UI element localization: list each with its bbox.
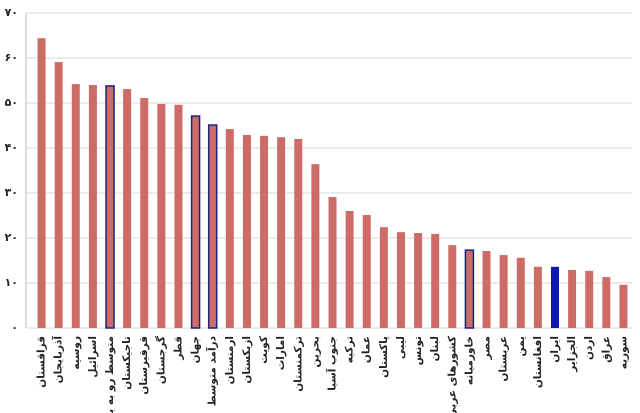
- bar: [174, 104, 183, 328]
- x-tick-label: سوریه: [617, 336, 629, 369]
- bar: [379, 227, 388, 328]
- y-tick-label: ۶۰: [5, 51, 18, 64]
- bar: [550, 266, 559, 328]
- x-tick-label: ارمنستان: [224, 336, 236, 384]
- bar: [157, 103, 166, 329]
- x-tick-label: افغانستان: [532, 336, 544, 388]
- y-tick-label: ۷۰: [5, 6, 18, 19]
- bar: [414, 233, 423, 328]
- x-tick-label: متوسط رو به بالا: [104, 336, 116, 413]
- bar: [105, 85, 115, 329]
- x-tick-label: مصر: [481, 336, 493, 360]
- x-tick-label: جهان: [190, 336, 202, 363]
- bar: [190, 115, 201, 329]
- x-tick-label: یمن: [515, 336, 527, 356]
- x-tick-label: امارات: [275, 336, 287, 370]
- x-tick-label: جنوب آسیا: [326, 336, 339, 391]
- bar: [362, 215, 371, 328]
- y-tick-label: ۱۰: [5, 276, 18, 289]
- bar: [396, 232, 405, 328]
- y-tick-label: ۲۰: [5, 231, 18, 244]
- bar: [602, 277, 611, 328]
- x-tick-label: الجزایر: [566, 336, 578, 373]
- x-tick-label: ترکمنستان: [292, 336, 304, 392]
- bar: [516, 257, 525, 328]
- bar: [294, 139, 303, 328]
- x-tick-label: ترکیه: [344, 336, 356, 363]
- x-tick-label: تونس: [412, 336, 424, 365]
- bar: [88, 85, 97, 328]
- x-tick-label: آذربایجان: [52, 336, 65, 384]
- bar: [37, 38, 46, 328]
- x-tick-label: عمان: [361, 336, 373, 363]
- x-tick-label: لبنان: [429, 336, 441, 361]
- bar: [54, 62, 63, 329]
- x-tick-label: ازبکستان: [241, 336, 253, 384]
- x-tick-label: بحرین: [309, 336, 321, 367]
- bar: [568, 269, 577, 328]
- bar: [311, 164, 320, 328]
- bar: [140, 98, 149, 328]
- bar: [619, 284, 628, 328]
- x-tick-label: ایران: [549, 336, 561, 363]
- bar: [499, 255, 508, 328]
- bar: [225, 129, 234, 328]
- bar: [482, 251, 491, 328]
- x-tick-label: گرجستان: [154, 335, 167, 384]
- bar: [207, 124, 218, 329]
- y-tick-label: ۳۰: [5, 186, 18, 199]
- x-tick-label: اسرائیل: [87, 336, 99, 378]
- y-tick-label: ۵۰: [5, 96, 18, 109]
- x-tick-label: کشورهای عربی: [446, 335, 458, 413]
- bar: [277, 137, 286, 328]
- x-tick-label: درآمد متوسط: [206, 335, 219, 406]
- bar: [260, 135, 269, 328]
- x-tick-label: اردن: [583, 336, 595, 360]
- bar: [242, 134, 251, 328]
- x-tick-label: قزاقستان: [36, 336, 48, 388]
- x-tick-label: قطر: [172, 336, 184, 361]
- bar: [431, 233, 440, 328]
- x-tick-label: کویت: [258, 335, 270, 364]
- x-tick-label: عربستان: [498, 336, 510, 382]
- bar: [123, 89, 132, 328]
- x-tick-label: خاورمیانه: [463, 336, 475, 385]
- bar: [71, 84, 80, 328]
- x-tick-label: روسیه: [70, 336, 82, 370]
- y-tick-label: ۴۰: [5, 141, 18, 154]
- bar: [464, 249, 475, 329]
- x-tick-label: عراق: [600, 336, 612, 363]
- y-tick-label: ۰: [11, 321, 18, 334]
- x-tick-label: لیبی: [395, 336, 407, 359]
- bar: [533, 266, 542, 328]
- bar: [448, 245, 457, 328]
- x-tick-label: تاجیکستان: [121, 336, 133, 390]
- x-tick-label: پاکستان: [378, 336, 390, 378]
- x-tick-label: قرقیزستان: [138, 336, 150, 395]
- bar: [345, 211, 354, 328]
- bar: [585, 270, 594, 328]
- bar: [328, 197, 337, 328]
